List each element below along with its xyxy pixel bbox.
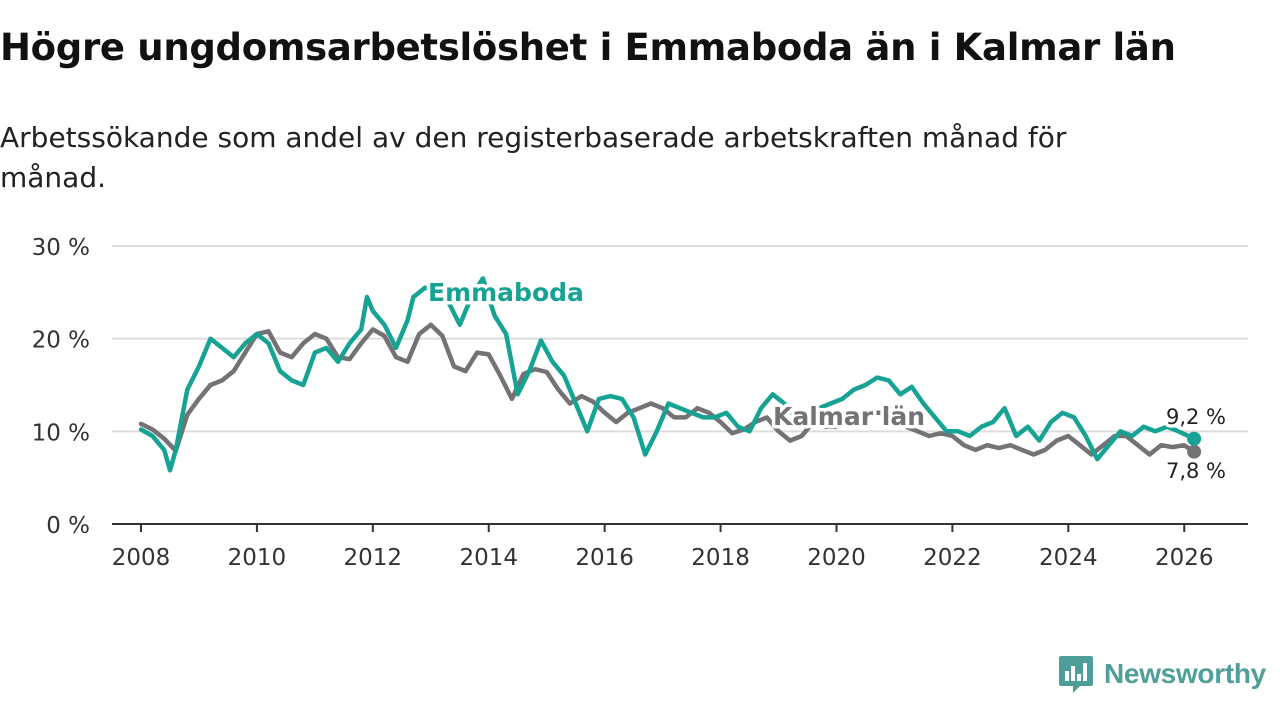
- series-label-emmaboda-halo: Emmaboda: [428, 278, 584, 307]
- y-tick-label: 0 %: [46, 513, 90, 539]
- series-line-emmaboda: [138, 276, 1197, 473]
- x-tick-label: 2012: [344, 545, 403, 571]
- x-tick-label: 2016: [575, 545, 634, 571]
- x-tick-label: 2020: [807, 545, 866, 571]
- x-tick-label: 2014: [459, 545, 518, 571]
- end-label-kalmar: 7,8 %: [1166, 459, 1226, 483]
- y-tick-label: 10 %: [32, 420, 90, 446]
- end-label-emmaboda-halo: 9,2 %: [1166, 405, 1226, 429]
- y-axis-ticks: 0 % 10 % 20 % 30 %: [32, 235, 90, 539]
- series-lines: [138, 276, 1202, 473]
- newsworthy-logo-icon: [1059, 656, 1093, 693]
- x-tick-label: 2022: [923, 545, 982, 571]
- grid-lines: [112, 245, 1248, 433]
- y-tick-label: 30 %: [32, 235, 90, 261]
- chart-title: Högre ungdomsarbetslöshet i Emmaboda än …: [0, 26, 1176, 69]
- newsworthy-logo-text: Newsworthy: [1104, 658, 1266, 689]
- newsworthy-logo: Newsworthy: [1058, 654, 1266, 694]
- x-tick-label: 2008: [112, 545, 171, 571]
- x-tick-label: 2026: [1155, 545, 1214, 571]
- x-axis-ticks: 2008 2010 2012 2014 2016 2018 2020 2022 2024 2026: [112, 524, 1214, 571]
- chart-subtitle: Arbetssökande som andel av den registerb…: [0, 121, 1067, 194]
- x-tick-label: 2024: [1039, 545, 1098, 571]
- x-tick-label: 2010: [228, 545, 287, 571]
- series-label-emmaboda: Emmaboda: [428, 278, 584, 307]
- end-label-emmaboda: 9,2 %: [1166, 405, 1226, 429]
- series-label-kalmar: Kalmar län: [773, 402, 925, 431]
- y-tick-label: 20 %: [32, 328, 90, 354]
- x-tick-label: 2018: [691, 545, 750, 571]
- series-label-kalmar-halo: Kalmar län: [773, 402, 925, 431]
- line-chart: 0 % 10 % 20 % 30 % 2008 2010 2012 2014 2016 2018…: [32, 235, 1248, 571]
- end-point-emmaboda: [1187, 431, 1202, 446]
- series-line-kalmar: [138, 322, 1197, 457]
- end-point-kalmar: [1187, 444, 1202, 459]
- end-label-kalmar-halo: 7,8 %: [1166, 459, 1226, 483]
